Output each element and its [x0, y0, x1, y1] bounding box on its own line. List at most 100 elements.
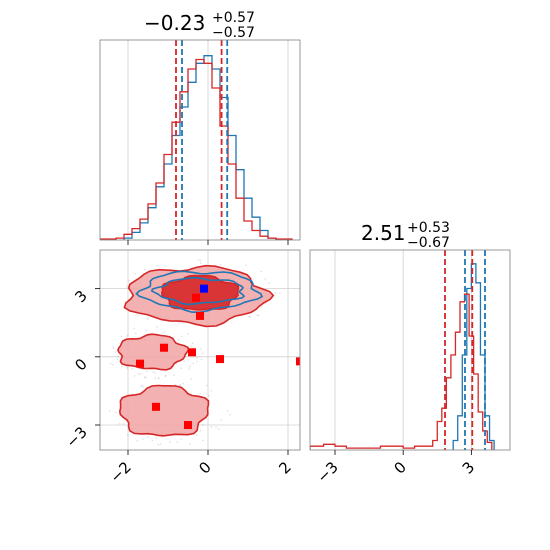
bottom-left-sample-point — [199, 392, 201, 395]
blue-marker — [200, 284, 208, 293]
bottom-left-sample-point — [140, 385, 142, 388]
bottom-left-sample-point — [164, 265, 167, 267]
bottom-left-y-tick-label: −3 — [62, 423, 90, 451]
bottom-right-frame — [309, 249, 511, 451]
bottom-left-sample-point — [154, 377, 157, 380]
bottom-left-sample-point — [196, 360, 198, 363]
bottom-left-sample-point — [206, 384, 208, 387]
bottom-left-sample-point — [188, 368, 191, 370]
bottom-left-sample-point — [117, 355, 120, 358]
bottom-left-sample-point — [133, 327, 136, 330]
bottom-left-sample-point — [144, 376, 147, 378]
bottom-left-sample-point — [164, 375, 167, 378]
bottom-left-sample-point — [137, 372, 140, 375]
bottom-left-sample-point — [229, 413, 231, 416]
bottom-right-histogram-series-1 — [310, 293, 493, 450]
bottom-left-sample-point — [141, 384, 144, 387]
top-left-histogram-panel: −0.23 +0.57 −0.57 — [99, 10, 301, 245]
bottom-left-x-tick-label: −2 — [106, 458, 134, 486]
bottom-left-sample-point — [245, 264, 247, 267]
bottom-left-sample-point — [210, 389, 213, 392]
bottom-left-sample-point — [219, 263, 222, 266]
bottom-left-sample-point — [199, 429, 202, 432]
bottom-left-sample-point — [112, 363, 114, 366]
red-marker — [192, 293, 200, 302]
bottom-left-sample-point — [131, 367, 134, 370]
bottom-left-contours — [109, 259, 300, 446]
bottom-left-sample-point — [260, 270, 263, 273]
bottom-right-x-tick-label: 3 — [459, 458, 478, 477]
bottom-left-sample-point — [186, 333, 189, 335]
bottom-left-sample-point — [121, 365, 123, 368]
bottom-left-sample-point — [217, 428, 220, 430]
bottom-left-sample-point — [173, 374, 175, 376]
bottom-left-sample-point — [157, 443, 160, 446]
bottom-left-sample-point — [200, 348, 202, 350]
bottom-right-ticks — [334, 450, 472, 455]
bottom-left-sample-point — [161, 436, 163, 438]
bottom-left-sample-point — [145, 330, 147, 332]
bottom-left-sample-point — [279, 292, 281, 294]
bottom-left-sample-point — [151, 439, 154, 442]
bottom-left-sample-point — [197, 259, 200, 261]
top-left-title-plus: +0.57 — [212, 10, 255, 26]
bottom-left-sample-point — [192, 362, 195, 365]
bottom-left-sample-point — [135, 313, 137, 316]
bottom-left-sample-point — [146, 370, 148, 372]
bottom-right-x-tick-label: −3 — [313, 458, 341, 486]
red-outer-contour — [117, 333, 190, 371]
bottom-left-sample-point — [260, 306, 262, 308]
bottom-left-sample-point — [208, 394, 211, 397]
bottom-left-sample-point — [199, 262, 202, 264]
bottom-left-sample-point — [122, 423, 125, 425]
bottom-left-sample-point — [189, 365, 191, 368]
bottom-left-sample-point — [142, 386, 144, 388]
bottom-left-sample-point — [133, 375, 136, 377]
bottom-left-sample-point — [114, 351, 117, 353]
bottom-left-sample-point — [190, 378, 193, 380]
bottom-left-sample-point — [180, 335, 183, 337]
bottom-left-sample-point — [257, 314, 260, 317]
bottom-left-frame — [99, 249, 301, 451]
bottom-left-sample-point — [202, 439, 204, 442]
bottom-left-sample-point — [159, 443, 162, 446]
bottom-left-sample-point — [116, 358, 119, 361]
red-marker — [136, 359, 144, 368]
top-left-frame — [99, 39, 301, 241]
bottom-left-sample-point — [174, 383, 177, 386]
bottom-right-histogram-panel: −3 0 3 2.51 +0.53 −0.67 — [309, 220, 511, 486]
bottom-left-sample-point — [220, 419, 222, 421]
bottom-left-sample-point — [177, 338, 180, 341]
bottom-left-sample-point — [190, 345, 192, 348]
bottom-left-sample-point — [191, 342, 194, 345]
bottom-left-sample-point — [275, 292, 277, 294]
bottom-left-sample-point — [182, 382, 184, 385]
bottom-left-sample-point — [136, 439, 139, 442]
red-marker — [160, 343, 168, 352]
red-marker — [152, 402, 160, 411]
bottom-left-sample-point — [126, 434, 129, 436]
red-marker — [188, 348, 196, 357]
bottom-left-sample-point — [126, 367, 129, 369]
bottom-left-sample-point — [152, 371, 155, 373]
bottom-left-sample-point — [187, 359, 189, 361]
bottom-left-sample-point — [146, 316, 149, 319]
bottom-left-sample-point — [178, 322, 180, 324]
bottom-left-sample-point — [215, 426, 217, 429]
bottom-left-sample-point — [139, 373, 142, 376]
bottom-left-x-tick-label: 0 — [195, 458, 214, 477]
bottom-left-sample-point — [128, 279, 130, 282]
bottom-left-sample-point — [112, 346, 115, 348]
top-left-x-ticks — [127, 240, 289, 245]
bottom-left-sample-point — [179, 383, 181, 386]
bottom-left-y-tick-label: 3 — [71, 287, 90, 306]
red-outer-contour — [118, 384, 210, 437]
bottom-left-sample-point — [231, 321, 233, 323]
bottom-right-gridlines — [334, 250, 472, 450]
top-left-histogram-series-1 — [100, 58, 293, 240]
bottom-left-sample-point — [115, 411, 118, 414]
bottom-left-sample-point — [200, 358, 203, 361]
bottom-left-sample-point — [134, 332, 137, 335]
bottom-left-sample-point — [120, 335, 123, 338]
